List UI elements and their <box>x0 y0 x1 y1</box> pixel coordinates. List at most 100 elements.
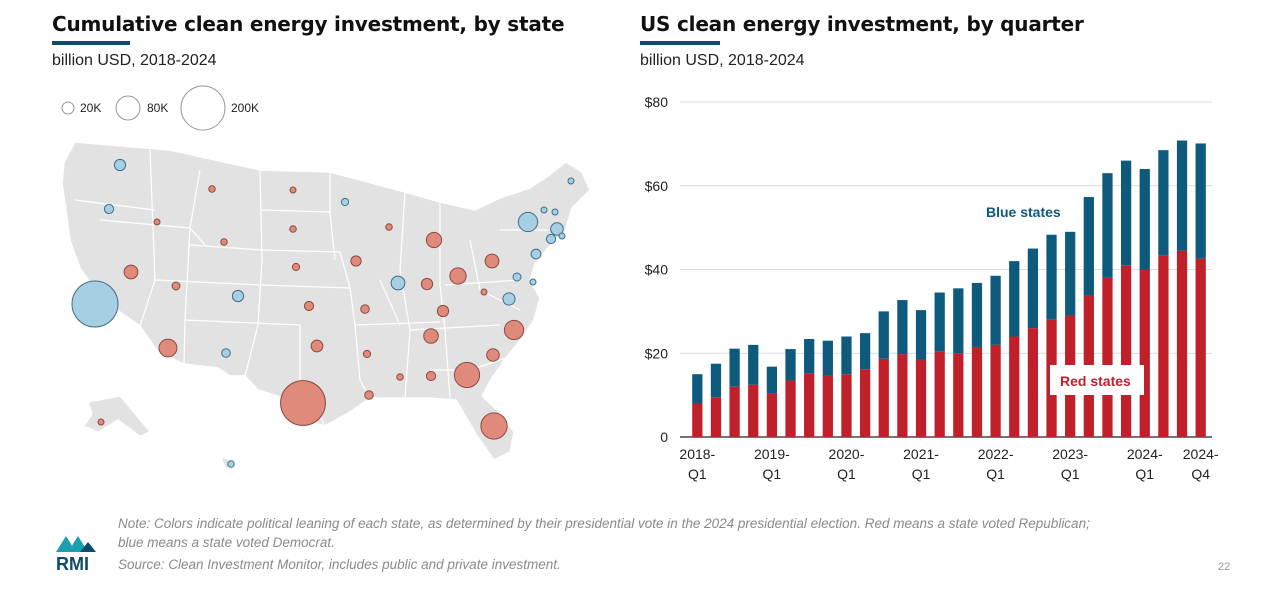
bar-red-2021-Q2 <box>934 351 945 437</box>
bar-blue-2018-Q2 <box>710 363 722 398</box>
bar-red-2020-Q1 <box>841 374 852 437</box>
rmi-logo-text: RMI <box>56 554 89 574</box>
x-tick-label: Q1 <box>688 466 707 482</box>
bubble-VA <box>502 292 516 306</box>
series-label-red: Red states <box>1060 373 1131 389</box>
bubble-SD <box>289 225 297 233</box>
bubble-MA <box>550 222 564 236</box>
bar-blue-2019-Q3 <box>804 339 815 374</box>
bubble-MT <box>208 185 216 193</box>
chart-bars <box>692 140 1206 437</box>
bar-blue-2020-Q4 <box>897 300 908 355</box>
bar-red-2022-Q2 <box>1009 336 1020 437</box>
note-text: Note: Colors indicate political leaning … <box>118 514 1198 552</box>
bar-blue-2021-Q1 <box>915 310 927 360</box>
bar-red-2021-Q1 <box>915 359 927 437</box>
bubble-NE <box>291 262 301 272</box>
bubble-DE <box>529 278 537 286</box>
bubble-WI <box>385 223 393 231</box>
state-bubbles <box>71 158 575 468</box>
bar-blue-2022-Q4 <box>1046 234 1057 320</box>
chart-title-rule <box>640 41 720 45</box>
bubble-KS <box>303 300 315 312</box>
bar-red-2020-Q4 <box>897 354 908 437</box>
y-tick-label: $80 <box>645 94 669 110</box>
size-legend-label-medium: 80K <box>147 101 168 115</box>
bar-red-2022-Q1 <box>990 344 1001 437</box>
bar-red-2018-Q1 <box>692 403 703 437</box>
bubble-HI <box>227 460 235 468</box>
bar-blue-2022-Q3 <box>1027 248 1039 329</box>
bubble-RI <box>558 232 566 240</box>
bar-red-2019-Q2 <box>785 380 796 437</box>
bubble-MO <box>360 304 370 314</box>
bar-red-2022-Q3 <box>1027 328 1039 437</box>
bubble-UT <box>171 281 181 291</box>
bar-red-2018-Q2 <box>710 397 722 437</box>
bar-red-2018-Q3 <box>729 386 740 437</box>
size-legend-circle-medium <box>115 95 141 121</box>
x-tick-label: Q1 <box>837 466 856 482</box>
bar-red-2018-Q4 <box>748 384 759 437</box>
bubble-CA <box>71 280 119 328</box>
bar-blue-2023-Q3 <box>1102 173 1113 278</box>
bar-blue-2024-Q4 <box>1195 143 1206 259</box>
bar-blue-2020-Q2 <box>859 333 871 370</box>
bubble-NM <box>221 348 231 358</box>
bubble-PA <box>484 253 500 269</box>
bar-blue-2019-Q2 <box>785 349 796 381</box>
bubble-OK <box>310 339 324 353</box>
bar-red-2019-Q3 <box>804 373 815 437</box>
bubble-GA <box>453 361 481 389</box>
bubble-MN <box>340 197 350 207</box>
x-tick-label: Q1 <box>763 466 782 482</box>
bar-red-2020-Q3 <box>878 358 889 437</box>
bar-red-2021-Q4 <box>971 346 983 437</box>
bubble-MI <box>425 231 443 249</box>
bubble-NC <box>503 319 525 341</box>
bubble-ME <box>567 177 575 185</box>
y-tick-label: $60 <box>645 178 669 194</box>
bar-blue-2018-Q3 <box>729 348 740 387</box>
bubble-map: 20K 80K 200K <box>61 85 591 468</box>
bar-blue-2020-Q3 <box>878 311 889 359</box>
map-title-rule <box>52 41 130 45</box>
x-tick-label: 2021- <box>903 446 939 462</box>
series-labels: Blue states Red states <box>986 204 1144 395</box>
chart-subtitle: billion USD, 2018-2024 <box>640 52 805 69</box>
bubble-WV <box>480 288 488 296</box>
x-tick-label: 2024- <box>1183 446 1219 462</box>
stacked-bar-chart: 0 $20 $40 $60 $80 2018- Q1 2019- Q1 2020- Q1 2021-… <box>645 94 1219 482</box>
rmi-logo: RMI <box>56 536 96 574</box>
bar-blue-2021-Q4 <box>971 282 983 347</box>
chart-title: US clean energy investment, by quarter <box>640 12 1084 36</box>
x-tick-label: 2023- <box>1052 446 1088 462</box>
size-legend: 20K 80K 200K <box>61 85 259 131</box>
bubble-WY <box>220 238 228 246</box>
size-legend-label-small: 20K <box>80 101 101 115</box>
bar-red-2024-Q3 <box>1176 250 1188 437</box>
bubble-MD <box>512 272 522 282</box>
alaska-shape <box>83 395 151 437</box>
bar-red-2023-Q3 <box>1102 277 1113 437</box>
y-tick-label: $20 <box>645 345 669 361</box>
bubble-ND <box>289 186 297 194</box>
bar-blue-2020-Q1 <box>841 336 852 375</box>
bubble-TX <box>280 380 326 426</box>
note-line-1: Note: Colors indicate political leaning … <box>118 516 1090 531</box>
bar-blue-2018-Q4 <box>748 344 759 385</box>
bubble-VT <box>540 206 548 214</box>
x-axis-labels: 2018- Q1 2019- Q1 2020- Q1 2021- Q1 2022- Q1 2023-… <box>679 446 1219 482</box>
bubble-NY <box>517 211 539 233</box>
x-tick-label: Q1 <box>986 466 1005 482</box>
bubble-AK <box>97 418 105 426</box>
bar-blue-2022-Q1 <box>990 275 1001 345</box>
map-title: Cumulative clean energy investment, by s… <box>52 12 565 36</box>
bar-blue-2024-Q1 <box>1139 169 1150 270</box>
bar-blue-2019-Q4 <box>822 340 833 376</box>
note-line-2: blue means a state voted Democrat. <box>118 535 335 550</box>
bubble-NJ <box>530 248 542 260</box>
bubble-KY <box>436 304 450 318</box>
bar-red-2020-Q2 <box>859 369 871 437</box>
bubble-CT <box>545 233 557 245</box>
